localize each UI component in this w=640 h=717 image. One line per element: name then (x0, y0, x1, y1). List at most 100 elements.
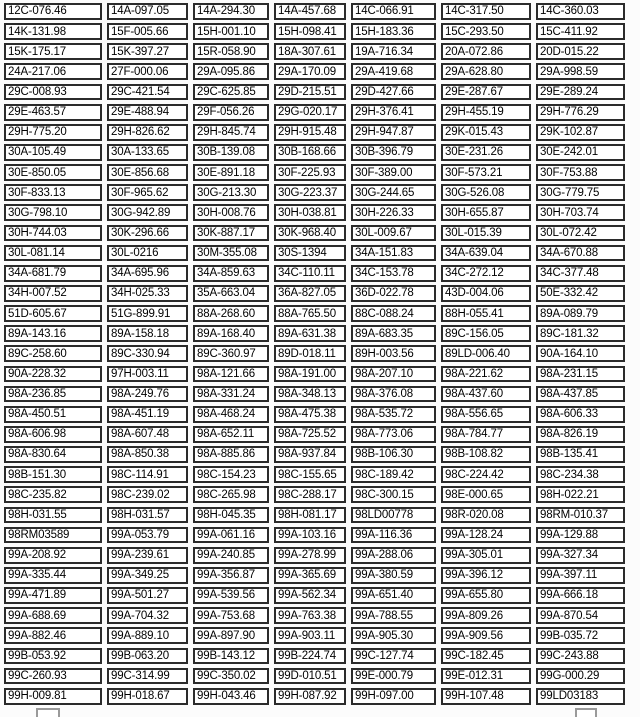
table-cell[interactable]: 30G-213.30 (193, 184, 269, 202)
table-cell[interactable]: 99A-305.01 (441, 546, 531, 564)
table-cell[interactable]: 99A-903.11 (274, 627, 346, 645)
table-cell[interactable]: 99A-471.89 (4, 587, 102, 604)
table-cell[interactable]: 98C-239.02 (107, 486, 188, 504)
table-cell[interactable]: 14C-066.91 (351, 3, 436, 20)
table-cell[interactable]: 98A-475.38 (274, 405, 346, 423)
table-cell[interactable]: 29H-826.62 (107, 123, 188, 141)
table-cell[interactable]: 29E-488.94 (107, 103, 188, 121)
table-cell[interactable]: 30K-887.17 (193, 224, 269, 242)
table-cell[interactable]: 98A-607.48 (107, 425, 188, 443)
table-cell[interactable]: 98B-135.41 (536, 446, 625, 463)
table-cell[interactable]: 50E-332.42 (536, 284, 625, 302)
table-cell[interactable]: 29F-056.26 (193, 103, 269, 121)
table-cell[interactable]: 29A-170.09 (274, 63, 346, 81)
table-cell[interactable]: 99H-097.00 (351, 687, 436, 705)
table-cell[interactable]: 99A-809.26 (441, 607, 531, 625)
table-cell[interactable]: 24A-217.06 (4, 63, 102, 81)
table-cell[interactable]: 30K-296.66 (107, 224, 188, 242)
table-cell[interactable]: 35A-663.04 (193, 284, 269, 302)
table-cell[interactable]: 15C-293.50 (441, 23, 531, 40)
table-cell[interactable]: 15H-098.41 (274, 23, 346, 40)
table-cell[interactable]: 30E-856.68 (107, 164, 188, 181)
table-cell[interactable]: 36D-022.78 (351, 284, 436, 302)
table-cell[interactable]: 30E-891.18 (193, 164, 269, 181)
table-cell[interactable]: 99A-666.18 (536, 587, 625, 604)
table-cell[interactable]: 29D-427.66 (351, 83, 436, 101)
table-cell[interactable]: 99A-116.36 (351, 526, 436, 544)
table-cell[interactable]: 14C-360.03 (536, 3, 625, 20)
table-cell[interactable]: 98B-106.30 (351, 446, 436, 463)
table-cell[interactable]: 29E-289.24 (536, 83, 625, 101)
table-cell[interactable]: 98A-331.24 (193, 385, 269, 403)
table-cell[interactable]: 30H-226.33 (351, 204, 436, 222)
table-cell[interactable]: 99A-240.85 (193, 546, 269, 564)
table-cell[interactable]: 99A-129.88 (536, 526, 625, 544)
table-cell[interactable]: 30H-744.03 (4, 224, 102, 242)
table-cell[interactable]: 99A-562.34 (274, 587, 346, 604)
table-cell[interactable]: 19A-716.34 (351, 43, 436, 61)
table-cell[interactable]: 89H-003.56 (351, 345, 436, 363)
table-cell[interactable]: 98A-468.24 (193, 405, 269, 423)
table-cell[interactable]: 29A-628.80 (441, 63, 531, 81)
table-cell[interactable]: 30F-225.93 (274, 164, 346, 181)
table-cell[interactable]: 88A-765.50 (274, 305, 346, 322)
table-cell[interactable]: 30L-009.67 (351, 224, 436, 242)
table-cell[interactable]: 99A-788.55 (351, 607, 436, 625)
table-cell[interactable]: 99B-143.12 (193, 647, 269, 665)
table-cell[interactable]: 30L-0216 (107, 244, 188, 262)
table-cell[interactable]: 30H-703.74 (536, 204, 625, 222)
table-cell[interactable]: 98RM-010.37 (536, 506, 625, 524)
table-cell[interactable]: 99A-688.69 (4, 607, 102, 625)
table-cell[interactable]: 99A-335.44 (4, 566, 102, 584)
table-cell[interactable]: 99A-288.06 (351, 546, 436, 564)
table-cell[interactable]: 89D-018.11 (274, 345, 346, 363)
table-cell[interactable]: 98E-000.65 (441, 486, 531, 504)
table-cell[interactable]: 12C-076.46 (4, 3, 102, 20)
table-cell[interactable]: 43D-004.06 (441, 284, 531, 302)
table-cell[interactable]: 99B-063.20 (107, 647, 188, 665)
table-cell[interactable]: 98A-725.52 (274, 425, 346, 443)
table-cell[interactable]: 14C-317.50 (441, 3, 531, 20)
table-cell[interactable]: 99D-010.51 (274, 667, 346, 685)
table-cell[interactable]: 30F-573.21 (441, 164, 531, 181)
table-cell[interactable]: 98B-151.30 (4, 466, 102, 484)
table-cell[interactable]: 29K-102.87 (536, 123, 625, 141)
table-cell[interactable]: 99G-000.29 (536, 667, 625, 685)
table-cell[interactable]: 20D-015.22 (536, 43, 625, 61)
table-cell[interactable]: 30B-168.66 (274, 143, 346, 161)
table-cell[interactable]: 99B-035.72 (536, 627, 625, 645)
table-cell[interactable]: 34A-151.83 (351, 244, 436, 262)
table-cell[interactable]: 30A-105.49 (4, 143, 102, 161)
table-cell[interactable]: 98A-773.06 (351, 425, 436, 443)
table-cell[interactable]: 98C-300.15 (351, 486, 436, 504)
table-cell[interactable]: 98A-652.11 (193, 425, 269, 443)
table-cell[interactable]: 98LD00778 (351, 506, 436, 524)
table-cell[interactable]: 98C-154.23 (193, 466, 269, 484)
table-cell[interactable]: 99H-087.92 (274, 687, 346, 705)
table-cell[interactable]: 30L-081.14 (4, 244, 102, 262)
table-cell[interactable]: 30L-072.42 (536, 224, 625, 242)
table-cell[interactable]: 88H-055.41 (441, 305, 531, 322)
table-cell[interactable]: 14A-097.05 (107, 3, 188, 20)
table-cell[interactable]: 15F-005.66 (107, 23, 188, 40)
table-cell[interactable]: 99A-501.27 (107, 587, 188, 604)
table-cell[interactable]: 30M-355.08 (193, 244, 269, 262)
table-cell[interactable]: 30E-242.01 (536, 143, 625, 161)
table-cell[interactable]: 99B-053.92 (4, 647, 102, 665)
table-cell[interactable]: 51D-605.67 (4, 305, 102, 322)
table-cell[interactable]: 99C-127.74 (351, 647, 436, 665)
table-cell[interactable]: 98A-231.15 (536, 365, 625, 383)
table-cell[interactable]: 99H-107.48 (441, 687, 531, 705)
table-cell[interactable]: 30G-223.37 (274, 184, 346, 202)
table-cell[interactable]: 98A-885.86 (193, 446, 269, 463)
table-cell[interactable]: 34A-681.79 (4, 264, 102, 282)
table-cell[interactable]: 98H-031.57 (107, 506, 188, 524)
table-cell[interactable]: 99A-365.69 (274, 566, 346, 584)
table-cell[interactable]: 99A-349.25 (107, 566, 188, 584)
table-cell[interactable]: 30H-038.81 (274, 204, 346, 222)
table-cell[interactable]: 30G-526.08 (441, 184, 531, 202)
table-cell[interactable]: 98A-937.84 (274, 446, 346, 463)
table-cell[interactable]: 98C-235.82 (4, 486, 102, 504)
table-cell[interactable]: 99C-182.45 (441, 647, 531, 665)
table-cell[interactable]: 30S-1394 (274, 244, 346, 262)
